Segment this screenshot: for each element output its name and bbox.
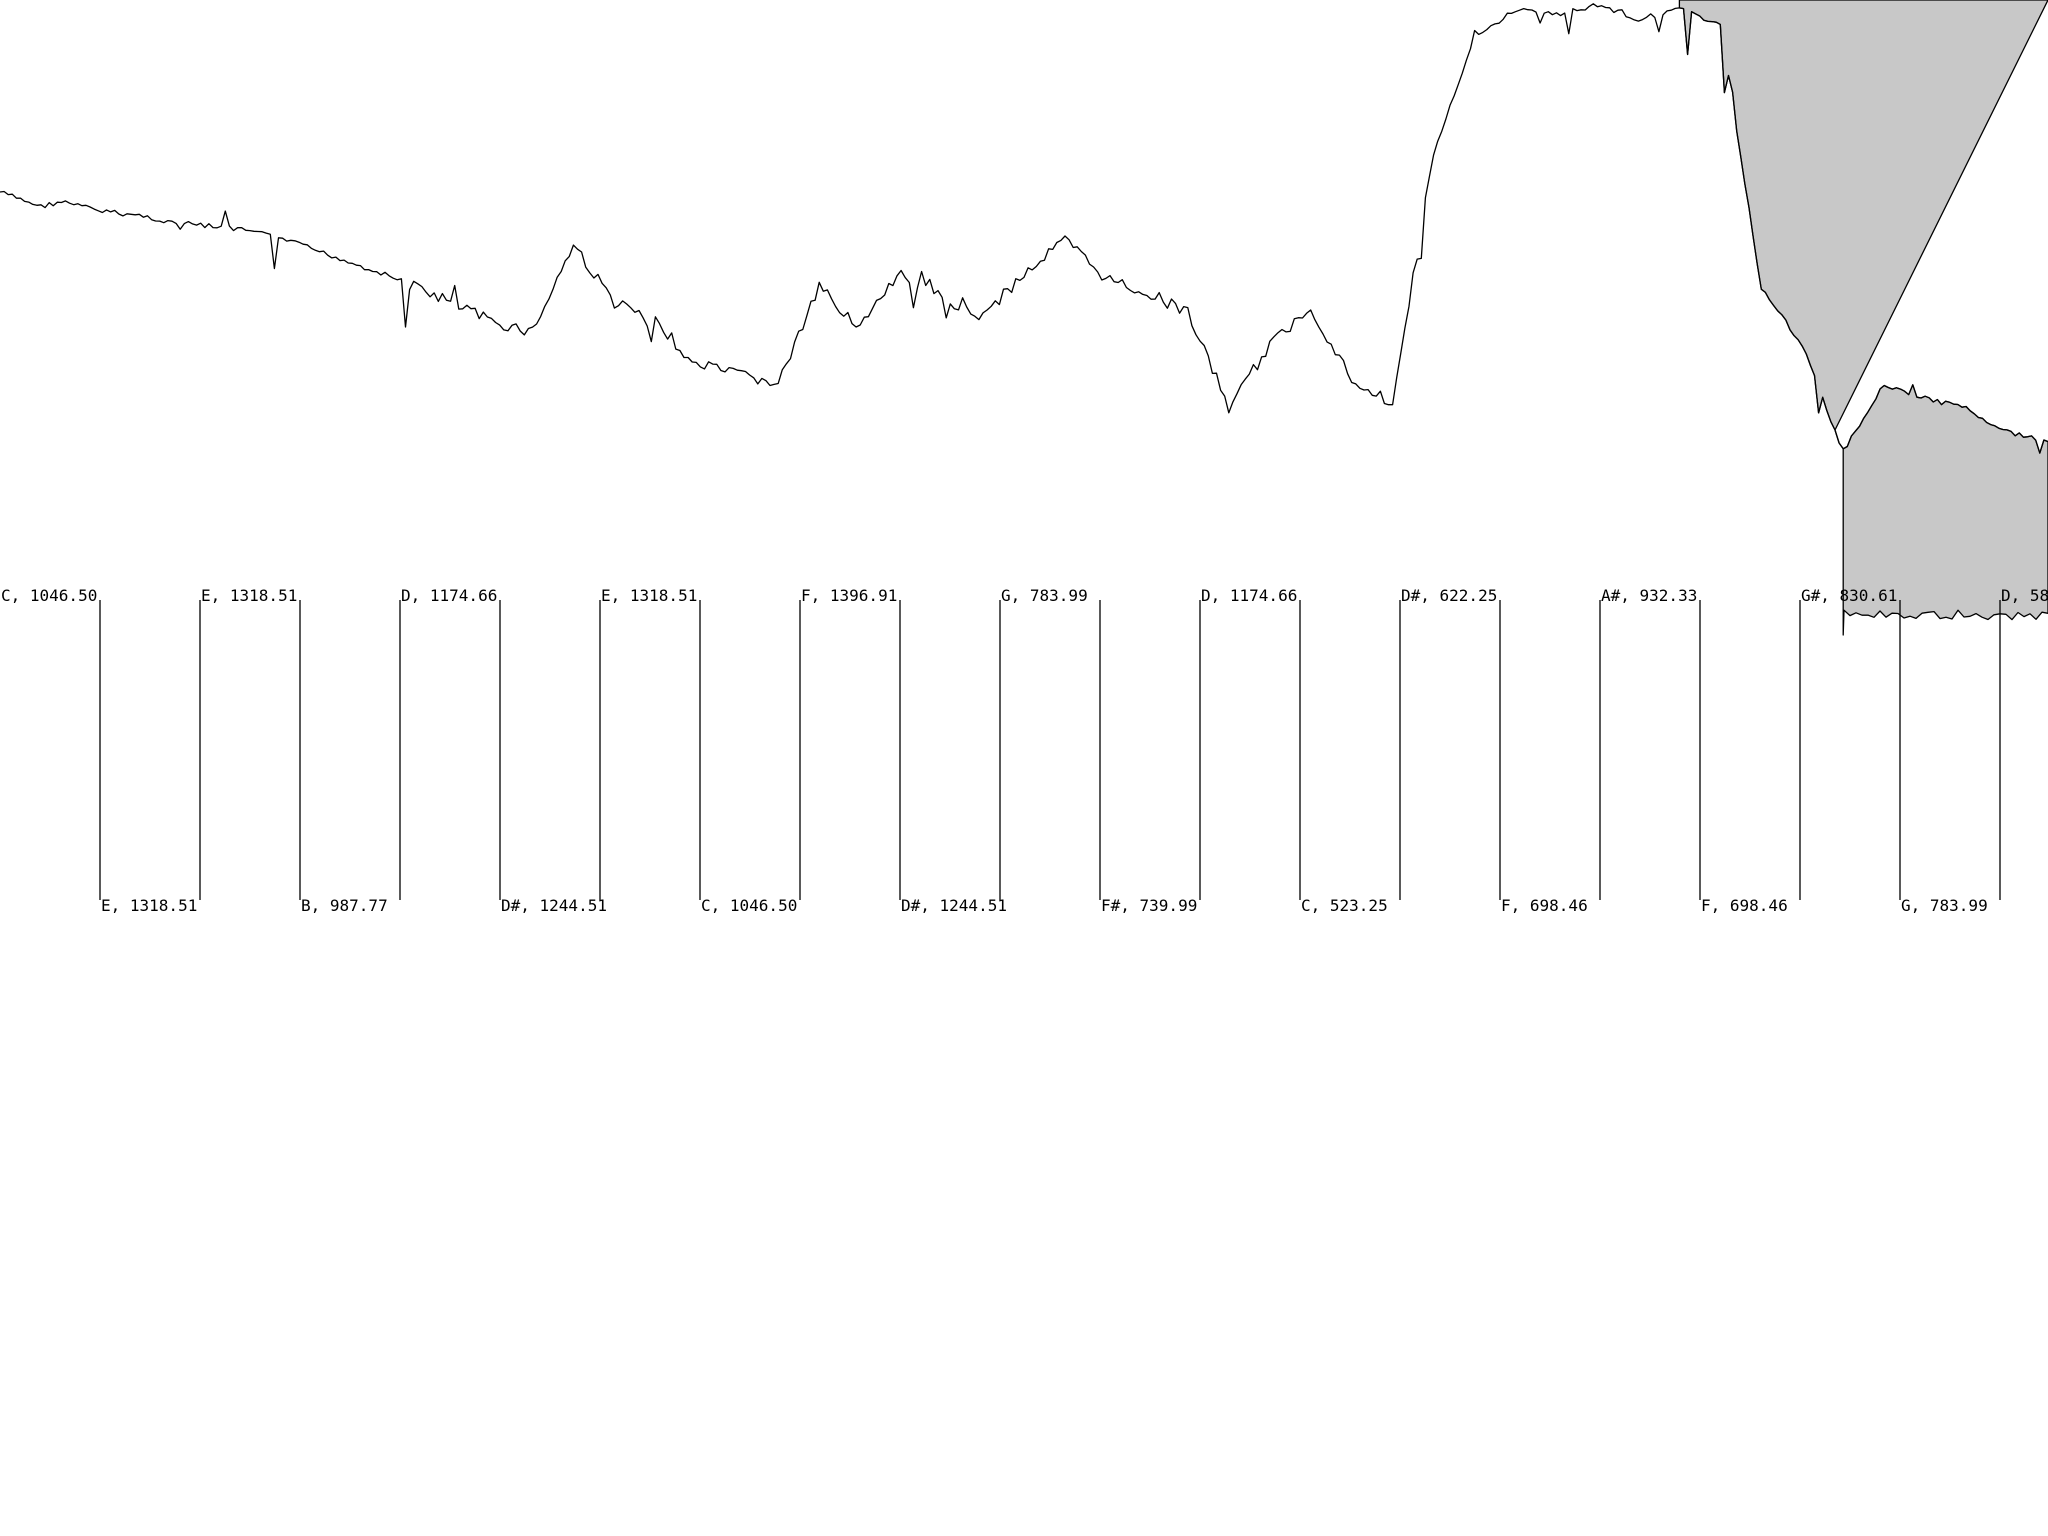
note-label-bottom: E, 1318.51 — [101, 896, 197, 915]
note-label-top: D, 1174.66 — [401, 586, 497, 605]
note-label-bottom: G, 783.99 — [1901, 896, 1988, 915]
note-label-top: G#, 830.61 — [1801, 586, 1897, 605]
note-label-bottom: C, 523.25 — [1301, 896, 1388, 915]
waveform-line — [0, 3, 2048, 454]
note-label-top: D#, 622.25 — [1401, 586, 1497, 605]
note-label-top: A#, 932.33 — [1601, 586, 1697, 605]
note-label-top: C, 1046.50 — [1, 586, 97, 605]
note-label-top: G, 783.99 — [1001, 586, 1088, 605]
note-label-bottom: C, 1046.50 — [701, 896, 797, 915]
note-labels: C, 1046.50 E, 1318.51 D, 1174.66 E, 1318.51… — [1, 586, 2048, 915]
note-label-bottom: F, 698.46 — [1701, 896, 1788, 915]
note-label-bottom: D#, 1244.51 — [901, 896, 1007, 915]
note-stems — [99, 600, 2001, 900]
note-label-top: D, 58 — [2001, 586, 2048, 605]
note-label-top: F, 1396.91 — [801, 586, 897, 605]
note-label-bottom: D#, 1244.51 — [501, 896, 607, 915]
note-label-top: D, 1174.66 — [1201, 586, 1297, 605]
shaded-area — [1678, 0, 2048, 636]
note-label-bottom: F, 698.46 — [1501, 896, 1588, 915]
waveform-trace — [0, 3, 2048, 454]
note-label-top: E, 1318.51 — [601, 586, 697, 605]
note-label-top: E, 1318.51 — [201, 586, 297, 605]
note-label-bottom: F#, 739.99 — [1101, 896, 1197, 915]
shaded-envelope — [1678, 0, 2048, 636]
note-label-bottom: B, 987.77 — [301, 896, 388, 915]
